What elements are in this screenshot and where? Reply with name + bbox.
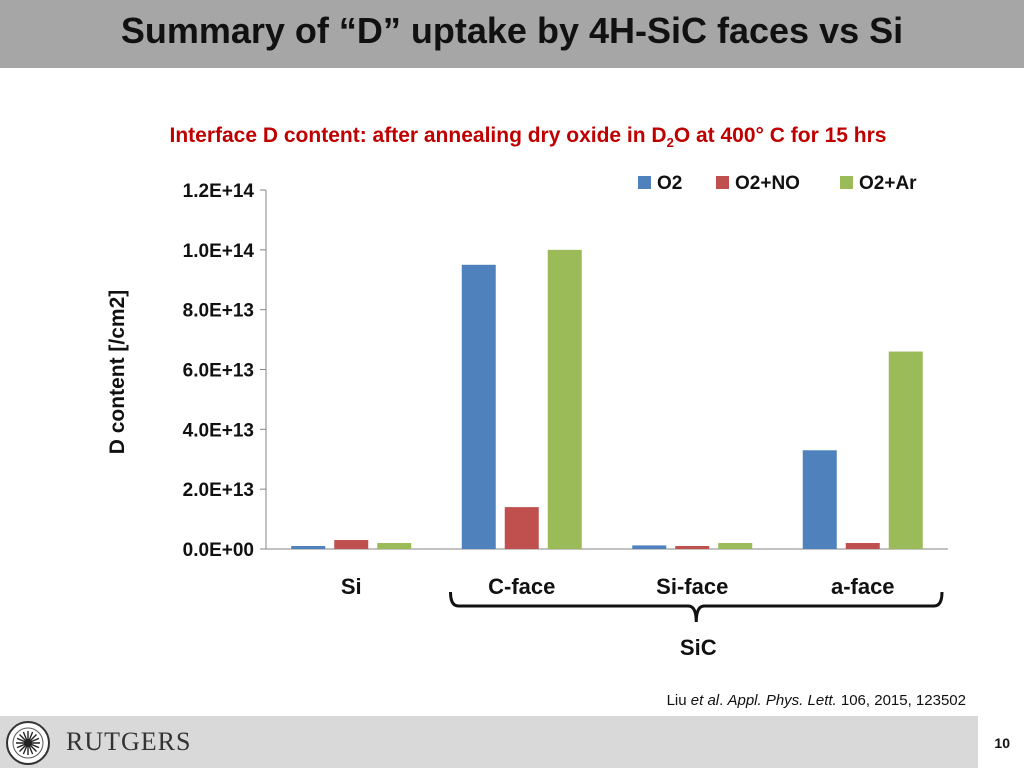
legend-label: O2 <box>657 173 682 194</box>
rutgers-seal-icon <box>6 721 50 765</box>
y-axis-label: D content [/cm2] <box>106 290 129 455</box>
legend-label: O2+NO <box>735 173 800 194</box>
chart-subtitle-part1: Interface D content: after annealing dry… <box>169 124 667 147</box>
bar-o2-si-face <box>632 545 667 549</box>
chart-subtitle: Interface D content: after annealing dry… <box>0 124 1024 150</box>
chart-subtitle-part2: O at 400° C for 15 hrs <box>673 124 887 147</box>
rutgers-logo-text: RUTGERS <box>66 727 192 756</box>
x-category-label: Si <box>341 574 362 599</box>
bar-o2-no-si-face <box>675 546 710 549</box>
x-category-label: Si-face <box>656 574 728 599</box>
y-tick-label: 1.0E+14 <box>183 241 255 262</box>
legend-swatch-o2-no <box>716 176 729 189</box>
page-number-box <box>978 716 1024 768</box>
y-tick-label: 8.0E+13 <box>183 301 254 322</box>
bar-o2-ar-a-face <box>888 351 923 549</box>
bar-o2-si <box>291 546 326 549</box>
citation-prefix: Liu <box>666 692 691 709</box>
y-tick-label: 6.0E+13 <box>183 361 254 382</box>
bar-o2-ar-si-face <box>718 543 753 549</box>
y-tick-label: 0.0E+00 <box>183 540 254 561</box>
bar-o2-c-face <box>461 264 496 549</box>
bar-o2-no-si <box>334 540 369 549</box>
legend-label: O2+Ar <box>859 173 917 194</box>
x-category-label: C-face <box>488 574 555 599</box>
bar-o2-a-face <box>802 450 837 549</box>
page-number: 10 <box>994 735 1010 751</box>
legend-swatch-o2 <box>638 176 651 189</box>
legend-swatch-o2-ar <box>840 176 853 189</box>
bar-o2-ar-c-face <box>547 249 582 550</box>
bar-o2-no-c-face <box>504 507 539 549</box>
citation-etal: et al <box>690 692 720 709</box>
bar-o2-ar-si <box>377 543 412 549</box>
chart-subtitle-subscript: 2 <box>666 135 674 151</box>
x-category-label: a-face <box>831 574 895 599</box>
citation: Liu et al. Appl. Phys. Lett. 106, 2015, … <box>667 692 966 709</box>
bar-o2-no-a-face <box>845 543 880 549</box>
bar-chart: 0.0E+00 2.0E+13 4.0E+13 6.0E+13 8.0E+13 1.0E+… <box>106 173 948 660</box>
citation-journal: Appl. Phys. Lett. <box>727 692 837 709</box>
y-tick-label: 2.0E+13 <box>183 480 254 501</box>
sic-bracket <box>449 591 944 623</box>
slide-title: Summary of “D” uptake by 4H-SiC faces vs… <box>120 10 904 51</box>
citation-suffix: 106, 2015, 123502 <box>836 692 966 709</box>
footer-bar <box>0 716 1024 768</box>
title-bar <box>0 0 1024 68</box>
sic-group-label: SiC <box>680 635 717 660</box>
y-tick-label: 1.2E+14 <box>183 181 255 202</box>
y-tick-label: 4.0E+13 <box>183 420 254 441</box>
citation-mid: . <box>719 692 728 709</box>
